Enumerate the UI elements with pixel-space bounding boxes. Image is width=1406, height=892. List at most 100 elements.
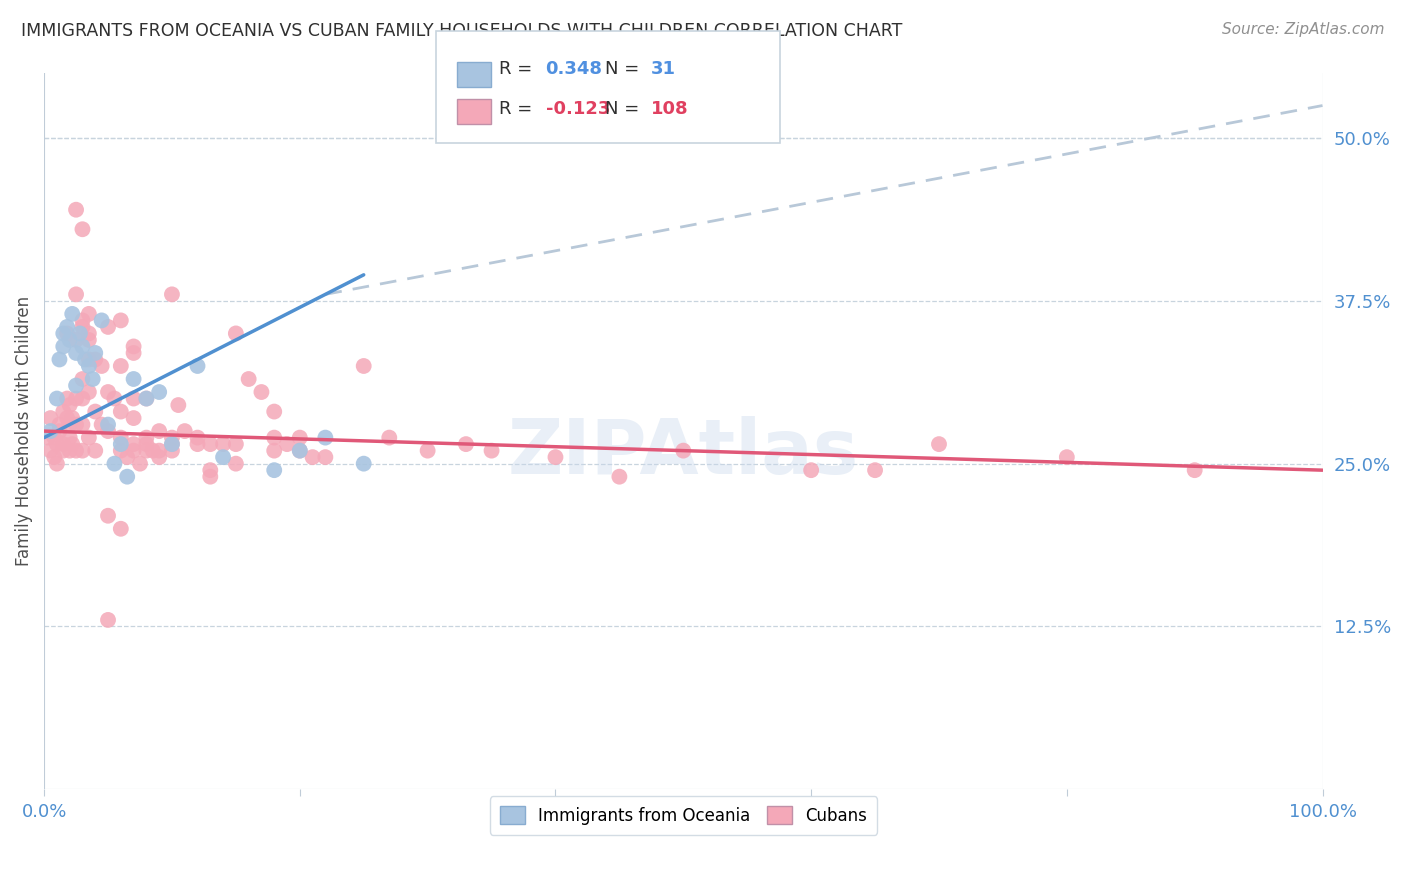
Point <box>59 443 82 458</box>
Point <box>97 384 120 399</box>
Text: R =: R = <box>499 100 538 118</box>
Point <box>263 443 285 458</box>
Point <box>44 431 66 445</box>
Text: 108: 108 <box>651 100 689 118</box>
Point <box>115 469 138 483</box>
Point <box>263 463 285 477</box>
Point <box>56 411 79 425</box>
Point <box>65 287 87 301</box>
Point <box>238 372 260 386</box>
Point <box>72 339 94 353</box>
Point <box>97 424 120 438</box>
Point <box>77 326 100 341</box>
Point <box>288 443 311 458</box>
Y-axis label: Family Households with Children: Family Households with Children <box>15 296 32 566</box>
Point <box>110 431 132 445</box>
Point <box>481 443 503 458</box>
Point <box>135 443 157 458</box>
Text: 0.348: 0.348 <box>546 60 603 78</box>
Point <box>160 443 183 458</box>
Point <box>45 457 67 471</box>
Point <box>72 372 94 386</box>
Point <box>110 359 132 373</box>
Point <box>72 222 94 236</box>
Point <box>39 424 62 438</box>
Point <box>288 431 311 445</box>
Point <box>56 392 79 406</box>
Point <box>544 450 567 464</box>
Point <box>263 431 285 445</box>
Point <box>60 307 83 321</box>
Point <box>142 443 165 458</box>
Text: N =: N = <box>605 60 638 78</box>
Point <box>186 359 208 373</box>
Point <box>200 469 222 483</box>
Point <box>225 457 247 471</box>
Point <box>84 346 107 360</box>
Text: 31: 31 <box>651 60 676 78</box>
Point <box>110 437 132 451</box>
Point <box>314 431 336 445</box>
Point <box>122 443 145 458</box>
Point <box>60 437 83 451</box>
Point <box>77 384 100 399</box>
Text: R =: R = <box>499 60 538 78</box>
Point <box>60 411 83 425</box>
Point <box>148 450 170 464</box>
Point <box>65 346 87 360</box>
Point <box>186 431 208 445</box>
Point <box>73 352 96 367</box>
Point <box>160 431 183 445</box>
Point <box>135 431 157 445</box>
Point <box>314 450 336 464</box>
Point <box>160 437 183 451</box>
Point <box>52 443 75 458</box>
Point <box>1184 463 1206 477</box>
Point <box>135 392 157 406</box>
Point <box>301 450 323 464</box>
Point <box>263 404 285 418</box>
Point <box>122 339 145 353</box>
Point <box>167 398 190 412</box>
Point <box>122 411 145 425</box>
Text: ZIPAtlas: ZIPAtlas <box>508 416 859 490</box>
Point <box>77 333 100 347</box>
Point <box>135 392 157 406</box>
Point <box>56 326 79 341</box>
Point <box>52 326 75 341</box>
Point <box>416 443 439 458</box>
Point <box>72 313 94 327</box>
Point <box>97 613 120 627</box>
Point <box>45 437 67 451</box>
Point <box>863 463 886 477</box>
Point <box>82 372 104 386</box>
Point <box>97 320 120 334</box>
Point <box>122 346 145 360</box>
Point <box>288 443 311 458</box>
Point <box>225 326 247 341</box>
Point <box>52 339 75 353</box>
Point <box>928 437 950 451</box>
Point <box>77 359 100 373</box>
Text: Source: ZipAtlas.com: Source: ZipAtlas.com <box>1222 22 1385 37</box>
Point <box>65 378 87 392</box>
Point <box>160 437 183 451</box>
Point <box>672 443 695 458</box>
Point <box>200 463 222 477</box>
Point <box>65 392 87 406</box>
Point <box>353 457 375 471</box>
Point <box>173 424 195 438</box>
Point <box>72 417 94 432</box>
Point <box>65 333 87 347</box>
Point <box>44 450 66 464</box>
Text: IMMIGRANTS FROM OCEANIA VS CUBAN FAMILY HOUSEHOLDS WITH CHILDREN CORRELATION CHA: IMMIGRANTS FROM OCEANIA VS CUBAN FAMILY … <box>21 22 903 40</box>
Point <box>37 431 59 445</box>
Point <box>97 417 120 432</box>
Point <box>59 398 82 412</box>
Point <box>77 431 100 445</box>
Point <box>378 431 401 445</box>
Text: -0.123: -0.123 <box>546 100 610 118</box>
Point <box>48 417 70 432</box>
Point <box>97 508 120 523</box>
Point <box>353 359 375 373</box>
